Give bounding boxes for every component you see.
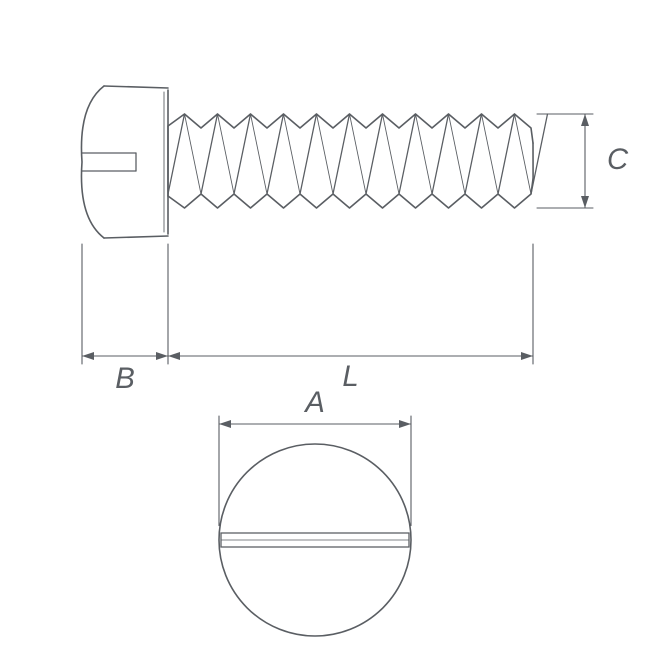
thread-crest-bottom [168, 179, 533, 208]
dimension-label-l: L [342, 360, 358, 393]
dimension-label-b: B [115, 362, 135, 395]
side-elevation: B L C [81, 86, 629, 395]
screw-diagram: B L C A [0, 0, 670, 670]
dimension-label-c: C [607, 143, 629, 176]
dimension-label-a: A [303, 386, 325, 419]
top-view: A [219, 386, 411, 636]
